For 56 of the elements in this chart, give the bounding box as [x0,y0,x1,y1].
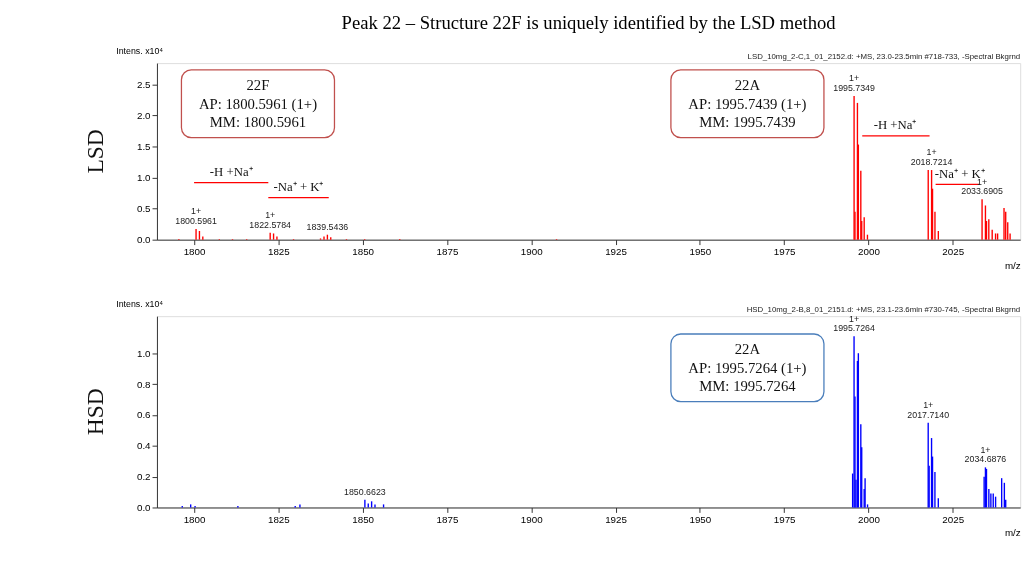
x-tick-label: 2025 [942,513,965,525]
x-tick-label: 2000 [858,513,881,525]
annotation: 1+ 1822.5784 [249,210,292,230]
text: LSD_10mg_2-C,1_01_2152.d: +MS, 23.0-23.5min #718-733, -Spectral Bkgrnd [747,52,1021,62]
annotation: 1+ 2017.7140 [907,399,950,420]
x-tick-label: 1975 [773,513,797,525]
annotation: 1+ 1800.5961 [175,206,217,227]
y-axis-title: Intens. x10⁴ [116,298,164,309]
annotation: 22A AP: 1995.7439 (1+) MM: 1995.7439 [688,76,807,131]
y-tick-label: 1.0 [136,171,152,183]
x-tick-label: 2000 [858,245,881,257]
text: HSD_10mg_2-B,8_01_2151.d: +MS, 23.1-23.6min #730-745, -Spectral Bkgrnd [746,305,1021,315]
y-tick-label: 0.8 [136,378,152,390]
x-tick-label: 1950 [689,513,712,525]
x-axis-title: m/z [1004,527,1021,539]
x-tick-label: 1800 [183,513,206,525]
y-tick-label: 0.6 [136,409,152,421]
x-tick-label: 1850 [352,513,375,525]
x-tick-label: 1875 [436,245,459,257]
y-tick-label: 2.5 [136,78,152,90]
annotation: -H +Na⁺ [873,118,917,133]
x-tick-label: 1825 [267,245,291,257]
y-tick-label: 1.0 [136,347,152,359]
y-tick-label: 0.2 [136,471,151,483]
x-tick-label: 1850 [352,245,375,257]
annotation: 1+ 1995.7264 [833,313,875,334]
annotation: 1850.6623 [344,486,386,497]
x-tick-label: 1950 [689,245,712,257]
x-tick-label: 1925 [605,513,628,525]
y-tick-label: 0.4 [136,440,152,452]
text: LSD [82,129,108,174]
x-tick-label: 1875 [436,513,459,525]
annotation: 1+ 2018.7214 [910,147,953,168]
x-tick-label: 1975 [773,245,797,257]
y-tick-label: 1.5 [136,140,152,152]
chart-title: Peak 22 – Structure 22F is uniquely identified by the LSD method [341,11,837,33]
y-axis-title: Intens. x10⁴ [116,45,164,56]
x-tick-label: 1925 [605,245,628,257]
x-tick-label: 1800 [183,245,206,257]
y-tick-label: 0.0 [136,234,152,246]
x-axis-title: m/z [1004,259,1021,271]
annotation: 22A AP: 1995.7264 (1+) MM: 1995.7264 [688,341,807,395]
annotation: 1+ 2034.6876 [964,444,1007,465]
y-tick-label: 2.0 [136,109,152,121]
annotation: 1839.5436 [306,221,349,232]
annotation: -Na⁺ + K⁺ [273,179,324,194]
x-tick-label: 2025 [942,245,965,257]
annotation: 1+ 1995.7349 [833,73,875,94]
x-tick-label: 1900 [520,245,544,257]
x-tick-label: 1900 [520,513,544,525]
y-tick-label: 0.5 [136,203,152,215]
text: HSD [82,388,108,436]
annotation: 22F AP: 1800.5961 (1+) MM: 1800.5961 [198,76,318,131]
x-tick-label: 1825 [267,513,291,525]
y-tick-label: 0.0 [136,501,152,513]
annotation: -H +Na⁺ [209,164,253,179]
